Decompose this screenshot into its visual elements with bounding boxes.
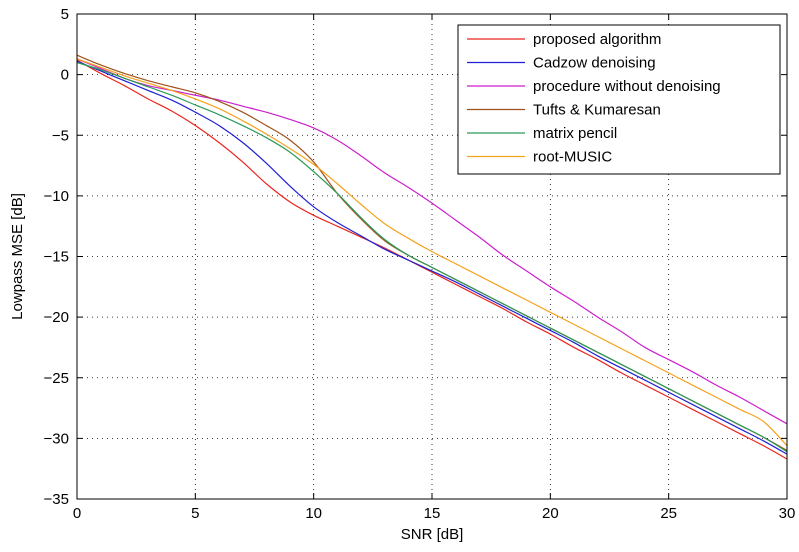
x-tick-label: 0 [73,505,81,522]
y-axis-label: Lowpass MSE [dB] [9,193,26,320]
x-tick-label: 5 [191,505,199,522]
legend-label: proposed algorithm [533,31,661,48]
legend: proposed algorithm Cadzow denoising proced… [457,24,781,175]
y-tick-label: 5 [61,6,69,23]
y-tick-label: −25 [44,370,69,387]
y-tick-label: −35 [44,491,69,508]
x-tick-label: 15 [424,505,441,522]
legend-label: Cadzow denoising [533,55,656,72]
x-tick-label: 10 [305,505,322,522]
y-tick-label: 0 [61,67,69,84]
series-lines [76,54,788,460]
y-tick-label: −10 [44,188,69,205]
x-tick-label: 20 [542,505,559,522]
y-tick-label: −30 [44,430,69,447]
series-line-5 [76,61,788,453]
legend-label: Tufts & Kumaresan [533,102,661,119]
series-line-3 [76,58,788,425]
series-line-6 [76,58,788,447]
x-tick-label: 25 [660,505,677,522]
axis-ticks: 0 5 10 15 20 25 30 5 0 −5 −10 −15 −20 −25 −30 −35 [44,6,796,522]
x-axis-label: SNR [dB] [401,526,464,543]
y-tick-label: −15 [44,249,69,266]
series-line-2 [76,60,788,455]
series-line-1 [76,59,788,460]
legend-label: procedure without denoising [533,78,721,95]
x-tick-label: 30 [779,505,796,522]
legend-label: root-MUSIC [533,149,612,166]
legend-box [457,24,781,175]
y-tick-label: −20 [44,309,69,326]
y-tick-label: −5 [52,127,69,144]
legend-label: matrix pencil [533,125,617,142]
